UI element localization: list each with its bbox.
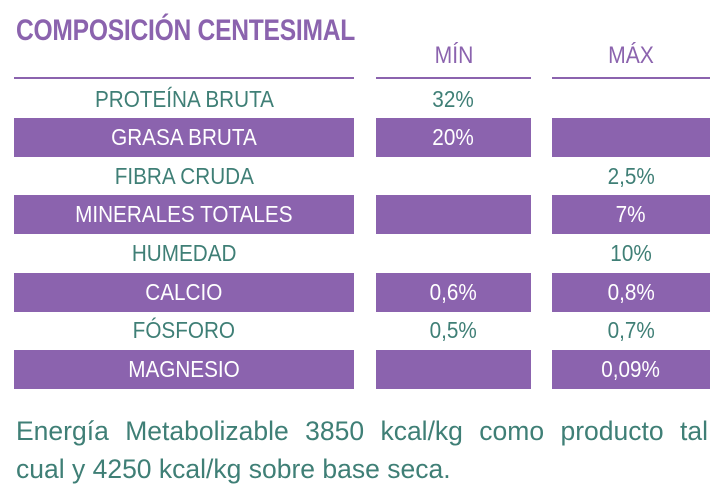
row-label: MINERALES TOTALES — [14, 195, 354, 234]
row-min-value: 20% — [376, 118, 531, 157]
row-min-value — [376, 157, 531, 196]
column-header-min: MÍN — [434, 42, 473, 69]
header-rule-min — [376, 77, 531, 79]
row-min-value: 0,6% — [376, 273, 531, 312]
column-header-max: MÁX — [608, 42, 654, 69]
row-min-value: 0,5% — [429, 317, 478, 343]
row-max-value: 2,5% — [607, 163, 655, 189]
row-max-value: 0,7% — [607, 317, 655, 343]
row-label: HUMEDAD — [131, 240, 237, 266]
row-label: CALCIO — [14, 273, 354, 312]
row-label: PROTEÍNA BRUTA — [94, 86, 274, 112]
row-label: FIBRA CRUDA — [114, 163, 254, 189]
row-label: MAGNESIO — [14, 350, 354, 389]
row-label: GRASA BRUTA — [14, 118, 354, 157]
row-max-value: 7% — [552, 195, 710, 234]
row-min-value — [376, 234, 531, 273]
table-title: COMPOSICIÓN CENTESIMAL — [16, 14, 356, 47]
row-label: FÓSFORO — [132, 317, 236, 343]
row-max-value — [552, 118, 710, 157]
row-max-value — [552, 80, 710, 119]
row-min-value: 32% — [432, 86, 475, 112]
header-rule-label — [14, 77, 354, 79]
row-max-value: 0,09% — [552, 350, 710, 389]
energy-note: Energía Metabolizable 3850 kcal/kg como … — [16, 416, 708, 484]
row-max-value: 0,8% — [552, 273, 710, 312]
row-min-value — [376, 350, 531, 389]
row-min-value — [376, 195, 531, 234]
header-rule-max — [552, 77, 710, 79]
row-max-value: 10% — [610, 240, 652, 266]
